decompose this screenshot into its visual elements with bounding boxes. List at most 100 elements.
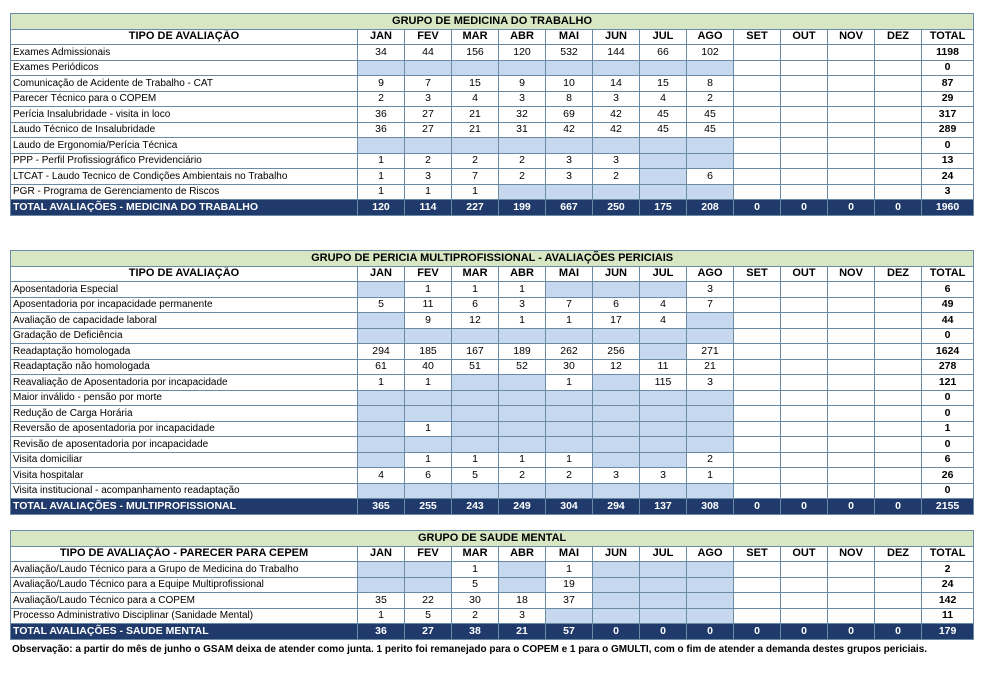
month-value [733, 281, 781, 298]
column-header-month: AGO [686, 265, 734, 282]
month-value [639, 405, 687, 422]
month-value: 2 [686, 90, 734, 107]
month-value: 156 [451, 44, 499, 61]
month-value [827, 389, 875, 406]
month-value: 271 [686, 343, 734, 360]
month-value: 1 [451, 281, 499, 298]
month-value: 1 [357, 183, 405, 200]
month-value: 532 [545, 44, 593, 61]
month-value [404, 561, 452, 578]
total-month-value: 243 [451, 498, 499, 515]
month-value [780, 607, 828, 624]
month-value [827, 561, 875, 578]
month-value [451, 374, 499, 391]
row-total: 1 [920, 420, 975, 437]
month-value [780, 358, 828, 375]
month-value: 1 [404, 374, 452, 391]
total-month-value: 0 [874, 498, 922, 515]
month-value: 1 [404, 420, 452, 437]
row-label: Readaptação homologada [10, 343, 358, 360]
month-value [780, 405, 828, 422]
month-value [874, 75, 922, 92]
month-value [780, 436, 828, 453]
month-value [874, 405, 922, 422]
month-value [733, 389, 781, 406]
month-value [639, 168, 687, 185]
month-value [404, 436, 452, 453]
month-value [639, 327, 687, 344]
month-value [780, 592, 828, 609]
month-value [827, 482, 875, 499]
month-value: 30 [545, 358, 593, 375]
month-value [357, 327, 405, 344]
month-value: 1 [545, 374, 593, 391]
total-month-value: 199 [498, 199, 546, 216]
column-header-month: SET [733, 545, 781, 562]
month-value [733, 137, 781, 154]
row-label: Redução de Carga Horária [10, 405, 358, 422]
row-label: Aposentadoria Especial [10, 281, 358, 298]
month-value [874, 312, 922, 329]
month-value [874, 358, 922, 375]
month-value [827, 106, 875, 123]
month-value [451, 405, 499, 422]
column-header-month: OUT [780, 545, 828, 562]
column-header-total: TOTAL [920, 545, 975, 562]
header-row: TIPO DE AVALIAÇÃO JAN FEV MAR ABR MAI JUN JUL AG… [10, 265, 975, 282]
column-header-month: JUN [592, 265, 640, 282]
month-value [498, 420, 546, 437]
month-value: 14 [592, 75, 640, 92]
month-value [827, 405, 875, 422]
month-value [827, 576, 875, 593]
column-header-month: NOV [827, 545, 875, 562]
column-header-month: DEZ [874, 265, 922, 282]
table-row: Reavaliação de Aposentadoria por incapac… [10, 374, 975, 391]
column-header-month: JAN [357, 545, 405, 562]
row-total: 0 [920, 405, 975, 422]
column-header-month: DEZ [874, 545, 922, 562]
month-value [592, 607, 640, 624]
month-value [357, 561, 405, 578]
month-value [639, 561, 687, 578]
month-value: 8 [686, 75, 734, 92]
total-month-value: 0 [733, 199, 781, 216]
month-value: 21 [451, 121, 499, 138]
month-value: 4 [639, 296, 687, 313]
month-value: 27 [404, 121, 452, 138]
month-value: 2 [545, 467, 593, 484]
month-value [357, 451, 405, 468]
row-total: 29 [920, 90, 975, 107]
month-value: 11 [404, 296, 452, 313]
month-value: 1 [404, 183, 452, 200]
month-value [733, 576, 781, 593]
row-total: 0 [920, 137, 975, 154]
row-label: Exames Admissionais [10, 44, 358, 61]
month-value: 2 [451, 152, 499, 169]
row-label: Visita hospitalar [10, 467, 358, 484]
row-label: Avaliação de capacidade laboral [10, 312, 358, 329]
table-row: Aposentadoria por incapacidade permanent… [10, 296, 975, 313]
header-row: TIPO DE AVALIAÇÃO JAN FEV MAR ABR MAI JUN JUL AG… [10, 28, 975, 45]
row-label: Avaliação/Laudo Técnico para a Equipe Mu… [10, 576, 358, 593]
month-value [827, 121, 875, 138]
month-value [733, 592, 781, 609]
row-label: Gradação de Deficiência [10, 327, 358, 344]
table-row: Avaliação de capacidade laboral 9 12 1 1 17 4 4… [10, 312, 975, 329]
month-value [827, 592, 875, 609]
row-total: 0 [920, 482, 975, 499]
month-value [827, 137, 875, 154]
group-title: GRUPO DE PERICIA MULTIPROFISSIONAL - AVA… [9, 250, 975, 267]
month-value: 5 [357, 296, 405, 313]
total-month-value: 0 [686, 623, 734, 640]
month-value: 3 [498, 607, 546, 624]
month-value: 6 [451, 296, 499, 313]
table-row: Comunicação de Acidente de Trabalho - CA… [10, 75, 975, 92]
month-value: 9 [404, 312, 452, 329]
month-value [592, 389, 640, 406]
row-total: 87 [920, 75, 975, 92]
month-value [874, 44, 922, 61]
month-value [545, 436, 593, 453]
column-header-month: NOV [827, 265, 875, 282]
month-value: 3 [639, 467, 687, 484]
month-value: 45 [639, 121, 687, 138]
